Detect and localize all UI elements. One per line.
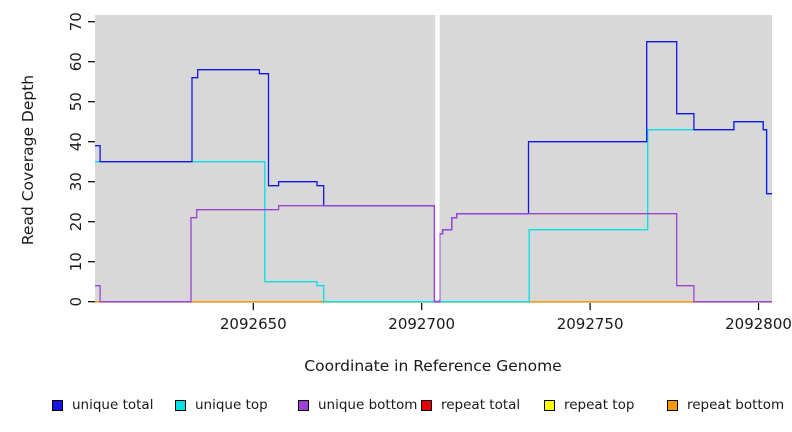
legend-item-repeat-bottom: repeat bottom <box>667 397 790 413</box>
x-tick-label: 2092800 <box>725 315 792 333</box>
gap-stripe <box>435 15 440 300</box>
x-tick-label: 2092750 <box>557 315 624 333</box>
y-tick-label: 30 <box>67 172 85 191</box>
legend: unique total unique top unique bottom repea… <box>52 397 790 413</box>
axes: 2092650 2092700 2092750 2092800 0 10 20 30 40 50 6… <box>67 12 792 333</box>
legend-swatch-icon <box>667 399 678 411</box>
y-axis-title: Read Coverage Depth <box>19 74 37 246</box>
coverage-plot: 2092650 2092700 2092750 2092800 0 10 20 30 40 50 6… <box>67 12 792 333</box>
x-tick-label: 2092650 <box>220 315 287 333</box>
y-tick-label: 0 <box>67 297 85 307</box>
legend-swatch-icon <box>544 399 555 411</box>
series-lines <box>95 41 772 303</box>
legend-swatch-icon <box>52 399 63 411</box>
legend-swatch-icon <box>298 399 309 411</box>
legend-label: repeat total <box>441 397 521 413</box>
legend-item-unique-total: unique total <box>52 397 175 413</box>
coverage-gap-stripe <box>435 15 440 300</box>
legend-label: unique top <box>195 397 268 413</box>
legend-swatch-icon <box>421 399 432 411</box>
legend-label: unique bottom <box>318 397 418 413</box>
plot-panel-bg <box>95 15 772 303</box>
series-unique-bottom <box>95 205 772 303</box>
plot-panel <box>95 15 772 303</box>
legend-swatch-icon <box>175 399 186 411</box>
y-tick-label: 40 <box>67 132 85 151</box>
legend-label: repeat top <box>564 397 635 413</box>
legend-label: repeat bottom <box>687 397 785 413</box>
y-tick-label: 10 <box>67 252 85 271</box>
legend-item-repeat-total: repeat total <box>421 397 544 413</box>
y-tick-label: 70 <box>67 12 85 31</box>
legend-item-unique-bottom: unique bottom <box>298 397 421 413</box>
x-tick-label: 2092700 <box>388 315 455 333</box>
y-tick-label: 60 <box>67 52 85 71</box>
y-tick-label: 20 <box>67 212 85 231</box>
x-axis-title: Coordinate in Reference Genome <box>304 357 562 375</box>
legend-item-repeat-top: repeat top <box>544 397 667 413</box>
legend-item-unique-top: unique top <box>175 397 298 413</box>
legend-label: unique total <box>72 397 154 413</box>
y-tick-label: 50 <box>67 92 85 111</box>
